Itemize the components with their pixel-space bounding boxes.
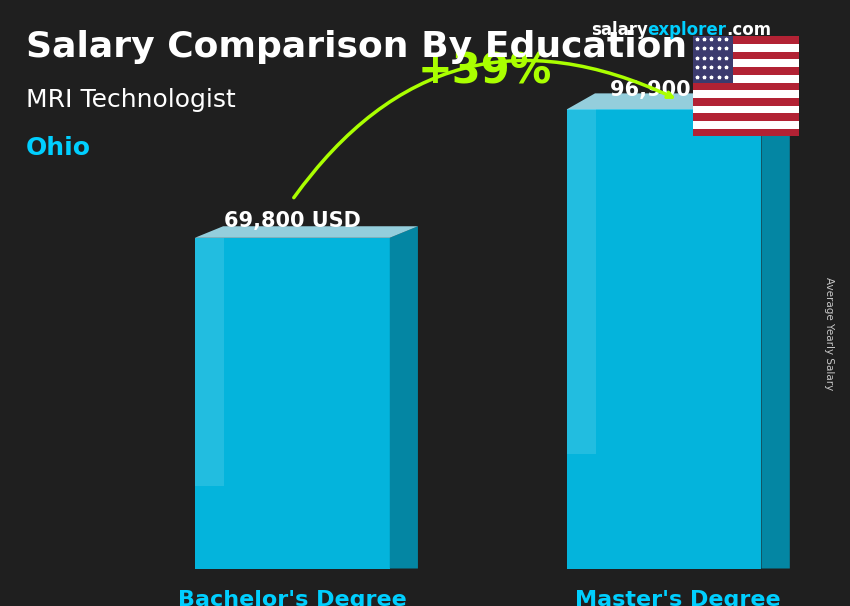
Text: 69,800 USD: 69,800 USD (224, 211, 360, 231)
Bar (693, 44, 799, 52)
Text: Bachelor's Degree: Bachelor's Degree (178, 590, 406, 606)
Text: explorer: explorer (648, 21, 727, 39)
Bar (693, 75, 799, 82)
Text: salary: salary (591, 21, 648, 39)
Bar (693, 121, 799, 128)
Bar (693, 52, 799, 59)
Polygon shape (567, 110, 762, 568)
Bar (693, 82, 799, 90)
Polygon shape (195, 238, 389, 568)
Polygon shape (195, 226, 418, 238)
Polygon shape (762, 93, 790, 568)
Bar (693, 90, 799, 98)
Text: MRI Technologist: MRI Technologist (26, 88, 235, 112)
Text: 96,900 USD: 96,900 USD (609, 80, 747, 100)
Polygon shape (195, 238, 224, 486)
Bar (693, 128, 799, 136)
Text: .com: .com (727, 21, 772, 39)
Text: Master's Degree: Master's Degree (575, 590, 781, 606)
Text: Ohio: Ohio (26, 136, 90, 161)
Text: Salary Comparison By Education: Salary Comparison By Education (26, 30, 687, 64)
Polygon shape (389, 226, 418, 568)
Text: Average Yearly Salary: Average Yearly Salary (824, 277, 834, 390)
Text: +39%: +39% (418, 50, 552, 93)
Bar (693, 67, 799, 75)
Bar (693, 113, 799, 121)
Polygon shape (567, 110, 596, 454)
Bar (693, 59, 799, 67)
Bar (693, 105, 799, 113)
Polygon shape (567, 93, 790, 110)
Bar (693, 36, 733, 82)
Bar (693, 98, 799, 105)
Bar (693, 36, 799, 44)
